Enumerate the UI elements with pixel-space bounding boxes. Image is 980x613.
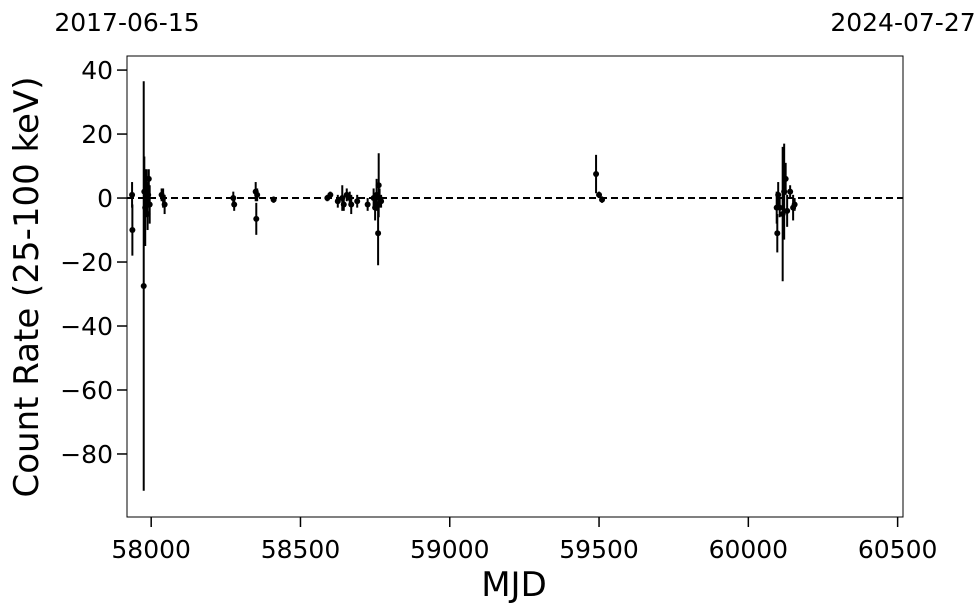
- data-point: [782, 175, 789, 182]
- x-tick-label: 58000: [111, 535, 191, 564]
- x-tick-label: 58500: [261, 535, 341, 564]
- data-point: [146, 201, 153, 208]
- data-point: [364, 201, 371, 208]
- data-point: [375, 230, 382, 237]
- y-tick-label: 20: [81, 120, 113, 149]
- data-point: [354, 198, 361, 205]
- data-point: [776, 204, 783, 211]
- data-point: [784, 207, 791, 214]
- x-tick-label: 59000: [410, 535, 490, 564]
- top-date-label: 2024-07-27: [830, 8, 975, 37]
- data-point: [775, 191, 782, 198]
- data-point: [253, 215, 260, 222]
- data-point: [596, 191, 603, 198]
- data-point: [340, 201, 347, 208]
- y-tick-label: 0: [97, 184, 113, 213]
- data-point: [231, 201, 238, 208]
- y-tick-label: −80: [60, 440, 113, 469]
- plot-frame: [126, 55, 904, 518]
- data-point: [787, 188, 794, 195]
- data-point: [334, 198, 341, 205]
- data-point: [270, 196, 277, 203]
- data-point: [791, 201, 798, 208]
- data-point: [348, 201, 355, 208]
- data-point: [599, 196, 606, 203]
- data-point: [378, 198, 385, 205]
- data-point: [327, 191, 334, 198]
- data-point: [593, 171, 600, 178]
- y-tick-label: −60: [60, 376, 113, 405]
- y-tick-label: −40: [60, 312, 113, 341]
- top-date-label: 2017-06-15: [54, 8, 199, 37]
- y-tick-label: −20: [60, 248, 113, 277]
- x-axis-label: MJD: [481, 565, 547, 605]
- data-point: [375, 182, 382, 189]
- data-point: [774, 230, 781, 237]
- y-tick-label: 40: [81, 56, 113, 85]
- data-point: [129, 227, 136, 234]
- data-point: [140, 283, 147, 290]
- data-point: [254, 191, 261, 198]
- data-point: [145, 175, 152, 182]
- x-tick-label: 60500: [858, 535, 938, 564]
- x-tick-label: 60000: [709, 535, 789, 564]
- y-axis-label: Count Rate (25-100 keV): [7, 77, 47, 498]
- data-point: [161, 201, 168, 208]
- data-point: [129, 191, 136, 198]
- x-tick-label: 59500: [559, 535, 639, 564]
